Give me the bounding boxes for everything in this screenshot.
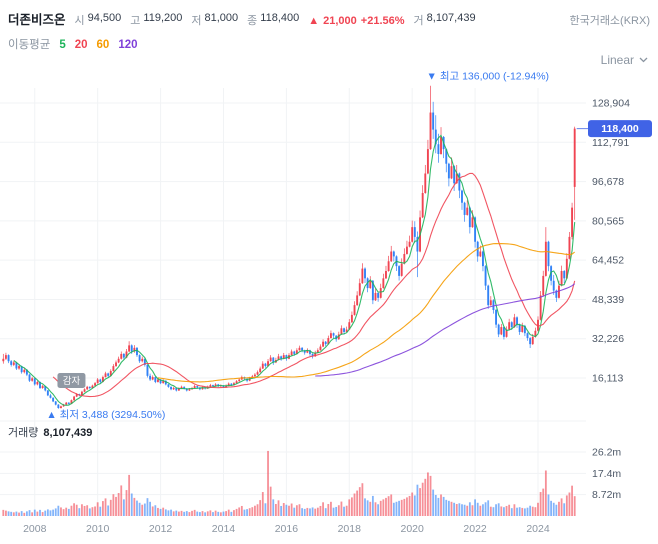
open-price: 시 94,500: [74, 12, 122, 27]
scale-selector-label: Linear: [600, 53, 634, 67]
moving-average-label: 이동평균: [8, 39, 51, 51]
price-change: ▲ 21,000 +21.56%: [308, 15, 404, 27]
svg-text:118,400: 118,400: [601, 123, 639, 135]
svg-text:2024: 2024: [526, 523, 550, 535]
svg-text:8.72m: 8.72m: [592, 489, 621, 501]
traded-volume: 거 8,107,439: [413, 12, 476, 27]
svg-text:2012: 2012: [149, 523, 173, 535]
volume-value: 8,107,439: [43, 427, 93, 439]
svg-text:2022: 2022: [463, 523, 487, 535]
svg-text:80,565: 80,565: [592, 215, 624, 227]
svg-text:2018: 2018: [338, 523, 362, 535]
svg-text:▼ 최고 136,000 (-12.94%): ▼ 최고 136,000 (-12.94%): [427, 71, 550, 83]
scale-selector[interactable]: Linear: [601, 53, 648, 67]
svg-text:16,113: 16,113: [592, 373, 623, 385]
stock-name: 더존비즈온: [8, 13, 66, 27]
svg-text:96,678: 96,678: [592, 176, 624, 188]
chevron-down-icon: [639, 57, 648, 63]
stock-summary-header: 더존비즈온 시 94,500 고 119,200 저 81,000 종 118,…: [8, 9, 650, 28]
volume-panel-header: 거래량 8,107,439: [8, 424, 92, 440]
ma-120-label: 120: [118, 39, 138, 51]
svg-text:감자: 감자: [63, 375, 81, 387]
svg-text:26.2m: 26.2m: [592, 447, 621, 459]
volume-title: 거래량: [8, 427, 39, 439]
close-price: 종 118,400: [247, 12, 300, 27]
svg-text:64,452: 64,452: [592, 255, 624, 267]
up-arrow-icon: ▲: [308, 15, 320, 27]
ma-60-label: 60: [96, 39, 110, 51]
change-percent: +21.56%: [360, 15, 405, 27]
svg-text:112,791: 112,791: [592, 137, 629, 149]
low-price: 저 81,000: [191, 12, 239, 27]
change-value: 21,000: [323, 15, 357, 27]
moving-average-legend: 이동평균 5 20 60 120: [8, 36, 138, 52]
ma-20-label: 20: [74, 39, 88, 51]
svg-text:2014: 2014: [212, 523, 236, 535]
svg-text:32,226: 32,226: [592, 333, 624, 345]
high-price: 고 119,200: [130, 12, 183, 27]
svg-text:128,904: 128,904: [592, 98, 630, 110]
svg-text:2010: 2010: [86, 523, 110, 535]
svg-text:▲ 최저 3,488 (3294.50%): ▲ 최저 3,488 (3294.50%): [46, 409, 165, 421]
ma-5-label: 5: [59, 39, 66, 51]
svg-text:48,339: 48,339: [592, 294, 624, 306]
svg-text:2008: 2008: [23, 523, 47, 535]
exchange-label: 한국거래소(KRX): [569, 15, 650, 27]
svg-text:2020: 2020: [401, 523, 425, 535]
svg-text:17.4m: 17.4m: [592, 468, 621, 480]
svg-text:2016: 2016: [275, 523, 299, 535]
